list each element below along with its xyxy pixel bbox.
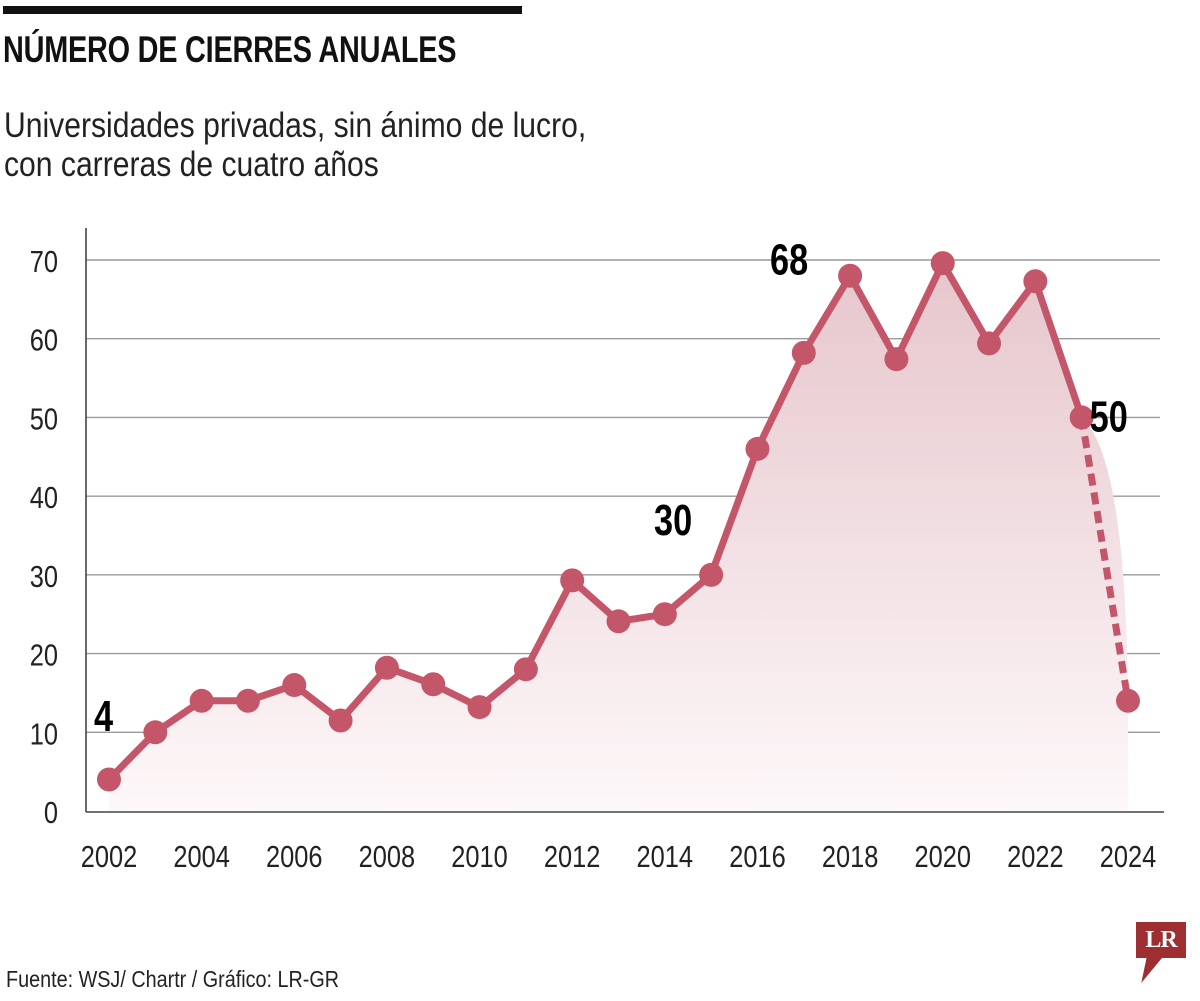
series-lines (105, 255, 1132, 784)
annotation-label-2015: 30 (654, 496, 692, 545)
area-fill (109, 263, 1128, 811)
data-point-2010 (467, 695, 492, 720)
data-point-2004 (189, 688, 214, 713)
series-line-dashed (1078, 416, 1132, 702)
annotations: 4 30 68 50 (94, 236, 1128, 741)
data-points (97, 251, 1140, 792)
x-tick-label-2024: 2024 (1100, 840, 1157, 875)
data-point-2005 (235, 688, 260, 713)
data-point-2002 (97, 767, 121, 792)
x-tick-label-2014: 2014 (637, 840, 694, 875)
chart-subtitle: Universidades privadas, sin ánimo de luc… (4, 106, 586, 184)
title-rule (3, 6, 522, 14)
data-point-2018 (838, 263, 863, 288)
logo-speech-tail (1141, 957, 1163, 983)
x-tick-label-2008: 2008 (359, 840, 416, 875)
data-point-2011 (513, 657, 538, 682)
annotation-label-2018: 68 (770, 236, 808, 285)
data-point-2023 (1069, 405, 1094, 430)
data-point-2006 (282, 673, 307, 698)
data-point-2012 (560, 568, 585, 593)
y-tick-label-20: 20 (30, 638, 58, 673)
x-tick-label-2004: 2004 (173, 840, 230, 875)
series-line-solid (105, 255, 1086, 784)
data-point-2017 (791, 340, 816, 365)
data-point-2003 (143, 720, 168, 745)
data-point-2008 (374, 655, 399, 680)
subtitle-line-1: Universidades privadas, sin ánimo de luc… (4, 106, 587, 145)
x-tick-label-2012: 2012 (544, 840, 601, 875)
x-tick-label-2022: 2022 (1007, 840, 1064, 875)
x-tick-labels: 2002 2004 2006 2008 2010 2012 2014 2016 2018 2020… (81, 840, 1157, 875)
x-tick-label-2016: 2016 (729, 840, 786, 875)
x-tick-label-2002: 2002 (81, 840, 138, 875)
x-tick-label-2020: 2020 (914, 840, 971, 875)
y-tick-label-60: 60 (30, 323, 58, 358)
data-point-2019 (884, 347, 909, 372)
data-point-2015 (699, 562, 724, 587)
data-point-2022 (1023, 269, 1048, 294)
data-point-2024 (1116, 688, 1140, 713)
chart-title: NÚMERO DE CIERRES ANUALES (3, 29, 457, 70)
y-tick-label-30: 30 (30, 560, 58, 595)
data-point-2009 (421, 672, 446, 697)
y-tick-label-40: 40 (30, 481, 58, 516)
x-tick-label-2010: 2010 (451, 840, 508, 875)
x-tick-label-2006: 2006 (266, 840, 323, 875)
annotation-label-2023: 50 (1090, 392, 1128, 441)
data-point-2013 (606, 609, 631, 634)
y-tick-label-50: 50 (30, 402, 58, 437)
lr-logo: LR (1136, 922, 1188, 988)
area-fill-group (109, 263, 1128, 811)
data-point-2020 (930, 251, 955, 276)
y-tick-label-0: 0 (44, 796, 58, 831)
y-tick-label-70: 70 (30, 245, 58, 280)
data-point-2021 (977, 331, 1002, 356)
y-tick-label-10: 10 (30, 717, 58, 752)
data-point-2007 (328, 708, 353, 733)
y-tick-labels: 0 10 20 30 40 50 60 70 (30, 245, 58, 831)
data-point-2016 (745, 436, 770, 461)
annotation-label-2002: 4 (94, 692, 113, 741)
subtitle-line-2: con carreras de cuatro años (4, 145, 379, 184)
logo-text: LR (1136, 922, 1186, 958)
x-tick-label-2018: 2018 (822, 840, 879, 875)
data-point-2014 (652, 602, 677, 627)
source-note: Fuente: WSJ/ Chartr / Gráfico: LR-GR (6, 966, 340, 992)
axes (85, 228, 1164, 813)
